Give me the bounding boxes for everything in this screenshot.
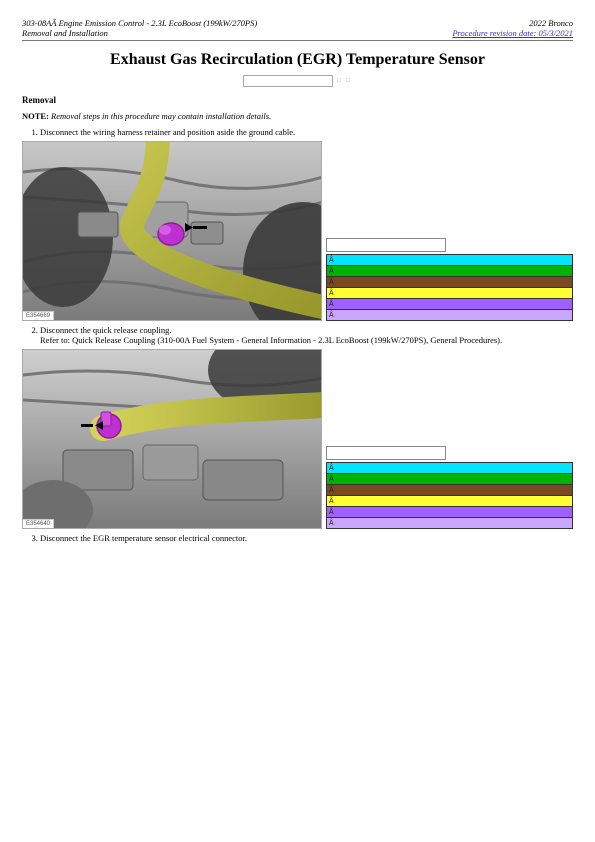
color-row: Â [327,255,573,266]
header-left-line1: 303-08AÂ Engine Emission Control - 2.3L … [22,18,257,28]
color-table-2: ÂÂÂÂÂÂ [326,462,573,529]
control-bar: □ □ [22,75,573,87]
note-line: NOTE: Removal steps in this procedure ma… [22,111,573,121]
color-row: Â [327,474,573,485]
legend-box-1 [326,238,446,252]
step-3: Disconnect the EGR temperature sensor el… [40,533,573,543]
color-table-1: ÂÂÂÂÂÂ [326,254,573,321]
step-2-ref: Refer to: Quick Release Coupling (310-00… [40,335,502,345]
color-row: Â [327,266,573,277]
revision-date-link[interactable]: Procedure revision date: 05/3/2021 [452,28,573,38]
legend-box-2 [326,446,446,460]
note-label: NOTE: [22,111,49,121]
steps-list: Disconnect the wiring harness retainer a… [40,127,573,137]
figure-2-cell: E354640 [22,349,322,529]
section-removal-heading: Removal [22,95,573,105]
page-title: Exhaust Gas Recirculation (EGR) Temperat… [22,51,573,69]
figure-2-svg [23,350,322,529]
figure-1-cell: E354669 [22,141,322,321]
figure-row-2: E354640 ÂÂÂÂÂÂ [22,349,573,529]
steps-list-2: Disconnect the quick release coupling. R… [40,325,573,345]
color-row: Â [327,485,573,496]
header-left-line2: Removal and Installation [22,28,257,38]
figure-2: E354640 [22,349,322,529]
color-row: Â [327,299,573,310]
search-input[interactable] [243,75,333,87]
steps-list-3: Disconnect the EGR temperature sensor el… [40,533,573,543]
note-text: Removal steps in this procedure may cont… [49,111,271,121]
color-row: Â [327,496,573,507]
color-row: Â [327,277,573,288]
page-header: 303-08AÂ Engine Emission Control - 2.3L … [22,18,573,41]
color-row: Â [327,310,573,321]
color-row: Â [327,463,573,474]
header-right-line1: 2022 Bronco [452,18,573,28]
figure-2-tag: E354640 [23,519,54,528]
figure-2-legend: ÂÂÂÂÂÂ [326,446,573,529]
step-1: Disconnect the wiring harness retainer a… [40,127,573,137]
color-row: Â [327,288,573,299]
figure-1: E354669 [22,141,322,321]
step-2: Disconnect the quick release coupling. R… [40,325,573,345]
step-2-text: Disconnect the quick release coupling. [40,325,171,335]
color-row: Â [327,507,573,518]
header-right: 2022 Bronco Procedure revision date: 05/… [452,18,573,38]
figure-1-svg [23,142,322,321]
header-left: 303-08AÂ Engine Emission Control - 2.3L … [22,18,257,38]
figure-row-1: E354669 ÂÂÂÂÂÂ [22,141,573,321]
control-dots: □ □ [337,78,352,84]
figure-1-tag: E354669 [23,311,54,320]
color-row: Â [327,518,573,529]
figure-1-legend: ÂÂÂÂÂÂ [326,238,573,321]
